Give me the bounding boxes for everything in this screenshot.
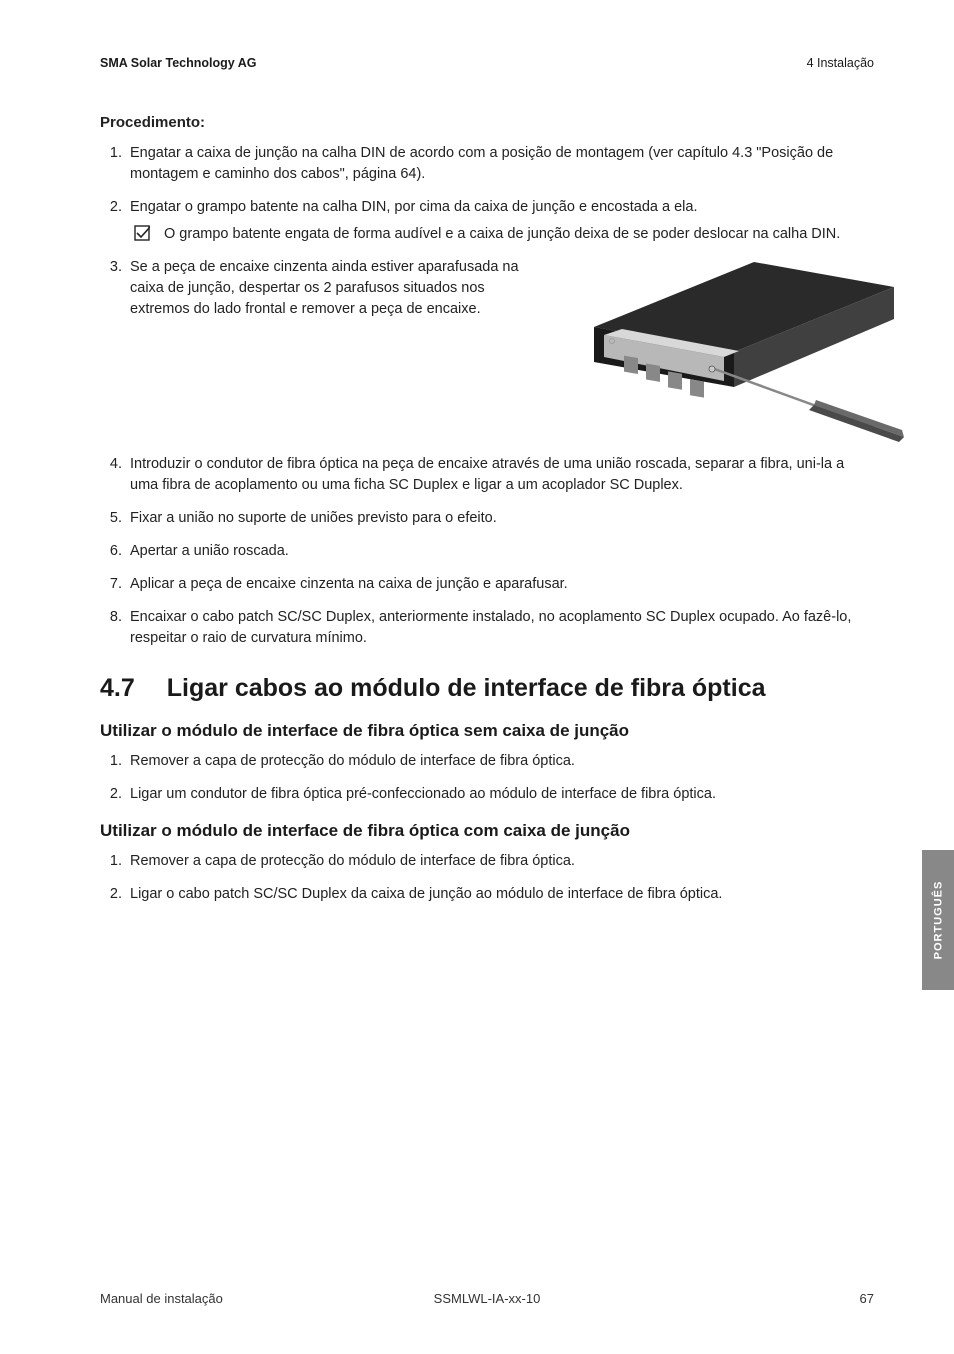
page-footer: Manual de instalação SSMLWL-IA-xx-10 67	[100, 1291, 874, 1306]
sub-b-steps: 1. Remover a capa de protecção do módulo…	[100, 851, 874, 905]
step-6: 6. Apertar a união roscada.	[126, 541, 874, 562]
section-4-7-heading: 4.7 Ligar cabos ao módulo de interface d…	[100, 673, 874, 703]
step-1: 1. Engatar a caixa de junção na calha DI…	[126, 143, 874, 185]
step-text: Fixar a união no suporte de uniões previ…	[130, 510, 497, 526]
procedure-steps: 1. Engatar a caixa de junção na calha DI…	[100, 143, 874, 649]
page-header: SMA Solar Technology AG 4 Instalação	[100, 56, 874, 70]
step-number: 5.	[100, 508, 122, 529]
section-title: Ligar cabos ao módulo de interface de fi…	[167, 673, 766, 703]
step-text: Apertar a união roscada.	[130, 543, 289, 559]
step-text: Engatar o grampo batente na calha DIN, p…	[130, 199, 697, 215]
junction-box-figure	[564, 257, 904, 442]
step-number: 2.	[100, 884, 122, 905]
language-tab-text: PORTUGUÊS	[932, 881, 944, 960]
step-number: 8.	[100, 607, 122, 628]
section-number: 4.7	[100, 674, 135, 703]
step-2: 2. Engatar o grampo batente na calha DIN…	[126, 197, 874, 245]
step-5: 5. Fixar a união no suporte de uniões pr…	[126, 508, 874, 529]
step-number: 2.	[100, 197, 122, 218]
step-number: 2.	[100, 784, 122, 805]
step-text: Introduzir o condutor de fibra óptica na…	[130, 456, 844, 493]
step-text: Ligar o cabo patch SC/SC Duplex da caixa…	[130, 886, 722, 902]
checkbox-checked-icon	[134, 225, 150, 241]
footer-doc-code: SSMLWL-IA-xx-10	[100, 1291, 874, 1306]
page: SMA Solar Technology AG 4 Instalação Pro…	[0, 0, 954, 1354]
step-text: Se a peça de encaixe cinzenta ainda esti…	[130, 257, 546, 320]
sub-a-step-2: 2. Ligar um condutor de fibra óptica pré…	[126, 784, 874, 805]
footer-page-number: 67	[860, 1291, 874, 1306]
step-number: 1.	[100, 751, 122, 772]
language-tab: PORTUGUÊS	[922, 850, 954, 990]
sub-a-step-1: 1. Remover a capa de protecção do módulo…	[126, 751, 874, 772]
step-number: 4.	[100, 454, 122, 475]
step-number: 1.	[100, 143, 122, 164]
step-4: 4. Introduzir o condutor de fibra óptica…	[126, 454, 874, 496]
step-text: Remover a capa de protecção do módulo de…	[130, 853, 575, 869]
substep-text: O grampo batente engata de forma audível…	[164, 226, 840, 242]
step-number: 7.	[100, 574, 122, 595]
sub-b-step-2: 2. Ligar o cabo patch SC/SC Duplex da ca…	[126, 884, 874, 905]
step-number: 6.	[100, 541, 122, 562]
step-text: Ligar um condutor de fibra óptica pré-co…	[130, 786, 716, 802]
step-8: 8. Encaixar o cabo patch SC/SC Duplex, a…	[126, 607, 874, 649]
step-text: Remover a capa de protecção do módulo de…	[130, 753, 575, 769]
step-7: 7. Aplicar a peça de encaixe cinzenta na…	[126, 574, 874, 595]
step-text: Aplicar a peça de encaixe cinzenta na ca…	[130, 576, 568, 592]
sub-b-step-1: 1. Remover a capa de protecção do módulo…	[126, 851, 874, 872]
step-number: 1.	[100, 851, 122, 872]
sub-a-steps: 1. Remover a capa de protecção do módulo…	[100, 751, 874, 805]
subheading-com-caixa: Utilizar o módulo de interface de fibra …	[100, 821, 874, 841]
subheading-sem-caixa: Utilizar o módulo de interface de fibra …	[100, 721, 874, 741]
step-text: Encaixar o cabo patch SC/SC Duplex, ante…	[130, 609, 851, 646]
procedure-title: Procedimento:	[100, 114, 874, 131]
header-company: SMA Solar Technology AG	[100, 56, 257, 70]
step-2-result: O grampo batente engata de forma audível…	[130, 224, 874, 245]
header-section: 4 Instalação	[807, 56, 874, 70]
step-number: 3.	[100, 257, 122, 278]
step-text: Engatar a caixa de junção na calha DIN d…	[130, 145, 833, 182]
step-3: 3. Se a peça de encaixe cinzenta ainda e…	[126, 257, 874, 442]
